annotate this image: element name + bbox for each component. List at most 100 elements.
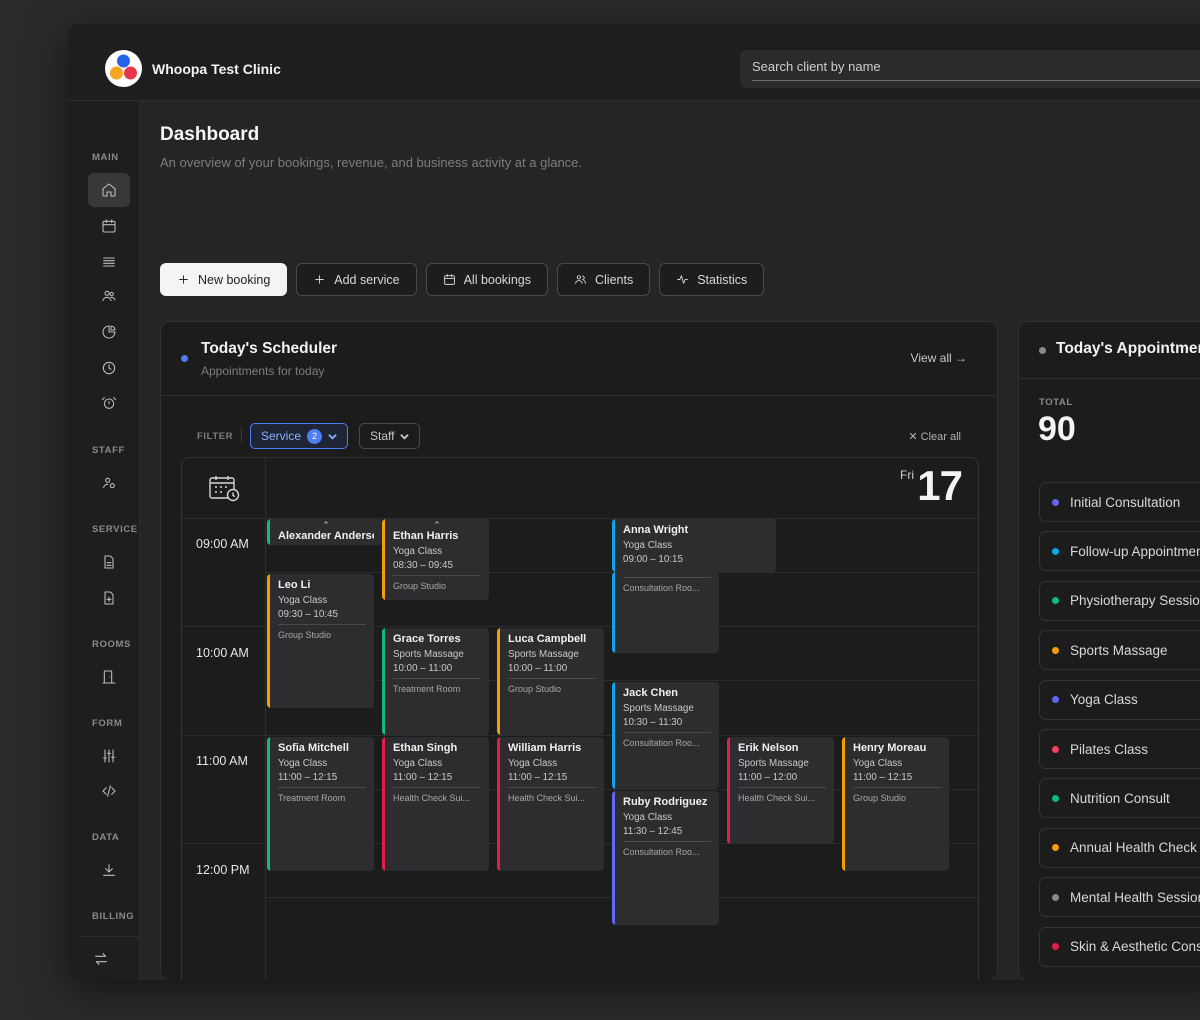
service-name: Nutrition Consult [1070,790,1170,806]
grid-line [182,626,978,627]
time-label: 11:00 AM [196,754,248,768]
service-list-item[interactable]: Nutrition Consult [1039,778,1200,819]
sidebar-services[interactable] [88,545,130,579]
appointment-time: 11:00 – 12:15 [508,772,568,783]
appointment-card[interactable]: ⌃Alexander Anderson [267,519,382,545]
service-name: Mental Health Session [1070,889,1200,905]
appointment-card[interactable]: Leo Li Yoga Class 09:30 – 10:45 Group Studi… [267,574,374,708]
users-icon [575,275,586,284]
appointment-card[interactable]: Anna Wright Yoga Class 09:00 – 10:15 [612,519,776,572]
all-bookings-button[interactable]: All bookings [425,263,548,296]
sidebar-home[interactable] [88,173,130,207]
appointment-card[interactable]: Luca Campbell Sports Massage 10:00 – 11:00… [497,628,604,735]
sidebar-switch[interactable] [80,942,122,976]
service-list-item[interactable]: Yoga Class [1039,679,1200,720]
sidebar-history[interactable] [88,351,130,385]
appointment-service: Sports Massage [393,649,464,660]
sidebar-section-rooms: ROOMS [92,639,131,650]
scheduler-subtitle: Appointments for today [201,364,325,378]
chevron-down-icon [400,433,410,440]
sidebar-calendar[interactable] [88,209,130,243]
appointment-card[interactable]: ⌃ Ethan Harris Yoga Class 08:30 – 09:45 Grou… [382,519,489,600]
sidebar-reports[interactable] [88,315,130,349]
appointment-time: 09:30 – 10:45 [278,609,338,620]
appointment-card[interactable]: Consultation Roo... [612,572,719,653]
appointment-client: Jack Chen [623,687,679,699]
top-bar: Whoopa Test Clinic Search client by name [68,24,1200,101]
service-list-item[interactable]: Follow-up Appointment [1039,531,1200,572]
service-filter-button[interactable]: Service 2 [250,423,349,449]
search-input[interactable]: Search client by name [740,50,1200,88]
service-list-item[interactable]: Skin & Aesthetic Consultation [1039,926,1200,967]
appointment-time: 10:00 – 11:00 [508,663,568,674]
sidebar-section-billing: BILLING [92,911,135,922]
sidebar-clients[interactable] [88,279,130,313]
service-list-item[interactable]: Pilates Class [1039,729,1200,769]
service-filter-label: Service [261,429,302,443]
appointment-client: Ethan Singh [393,742,458,754]
sidebar-export[interactable] [88,853,130,887]
appointment-card[interactable]: William Harris Yoga Class 11:00 – 12:15 Hea… [497,737,604,871]
service-list-item[interactable]: Sports Massage [1039,630,1200,671]
appointment-card[interactable]: Henry Moreau Yoga Class 11:00 – 12:15 Group… [842,737,949,871]
appointment-client: Ethan Harris [393,530,459,542]
appointment-room: Consultation Roo... [623,732,711,748]
appointment-service: Yoga Class [853,758,903,769]
appointment-service: Yoga Class [623,812,673,823]
statistics-button[interactable]: Statistics [659,263,765,296]
service-list-item[interactable]: Annual Health Check [1039,827,1200,868]
service-color-dot [1052,597,1059,605]
sidebar-embed[interactable] [88,774,130,808]
add-service-button[interactable]: Add service [296,263,417,296]
clients-button[interactable]: Clients [556,263,651,296]
chevron-up-icon: ⌃ [433,520,441,530]
document-icon [104,555,114,569]
service-name: Annual Health Check [1070,840,1197,856]
appointment-card[interactable]: Sofia Mitchell Yoga Class 11:00 – 12:15 Tre… [267,737,374,871]
appointments-header: Today's Appointments [1019,322,1200,379]
sidebar-rooms[interactable] [88,660,130,694]
clear-all-button[interactable]: ✕ Clear all [908,430,961,443]
appointment-room: Group Studio [393,575,481,591]
service-color-dot [1052,646,1059,654]
main-content: Dashboard An overview of your bookings, … [140,101,1200,980]
appointment-time: 11:00 – 12:15 [853,772,913,783]
appointment-card[interactable]: Jack Chen Sports Massage 10:30 – 11:30 Cons… [612,682,719,789]
appointment-service: Yoga Class [508,758,558,769]
service-color-dot [1052,547,1059,555]
staff-filter-button[interactable]: Staff [359,423,421,449]
appointment-client: Alexander Anderson [278,530,374,542]
sidebar-reminders[interactable] [88,386,130,420]
view-all-link[interactable]: View all → [910,351,967,365]
download-icon [103,864,115,876]
appointment-room: Health Check Sui... [393,787,481,803]
grid-line [266,680,978,681]
time-label: 10:00 AM [196,646,249,660]
sidebar-form-settings[interactable] [88,739,130,773]
new-booking-button[interactable]: New booking [160,263,288,296]
service-list-item[interactable]: Mental Health Session [1039,877,1200,918]
service-name: Physiotherapy Session [1070,593,1200,609]
service-list-item[interactable]: Physiotherapy Session [1039,580,1200,621]
appointment-card[interactable]: Erik Nelson Sports Massage 11:00 – 12:00 He… [727,737,834,844]
appointment-time: 10:30 – 11:30 [623,717,683,728]
appointment-time: 11:00 – 12:00 [738,772,798,783]
appointment-room: Group Studio [853,787,941,803]
calendar-clock-icon [209,476,240,502]
sidebar-section-form: FORM [92,718,123,729]
clock-icon [102,361,116,375]
service-list-item[interactable]: Initial Consultation [1039,482,1200,522]
appointment-client: Ruby Rodriguez [623,796,708,808]
sidebar-staff[interactable] [88,466,130,500]
grid-line [182,518,978,519]
appointment-client: William Harris [508,742,582,754]
sidebar-add-service[interactable] [88,581,130,615]
service-color-dot [1052,844,1059,852]
sidebar-list[interactable] [88,245,130,279]
appointment-card[interactable]: Grace Torres Sports Massage 10:00 – 11:00 T… [382,628,489,735]
scheduler-title: Today's Scheduler [201,340,338,357]
appointment-card[interactable]: Ethan Singh Yoga Class 11:00 – 12:15 Health… [382,737,489,871]
appointments-title: Today's Appointments [1056,340,1200,357]
appointment-service: Sports Massage [508,649,579,660]
appointment-card[interactable]: Ruby Rodriguez Yoga Class 11:30 – 12:45 Con… [612,791,719,925]
